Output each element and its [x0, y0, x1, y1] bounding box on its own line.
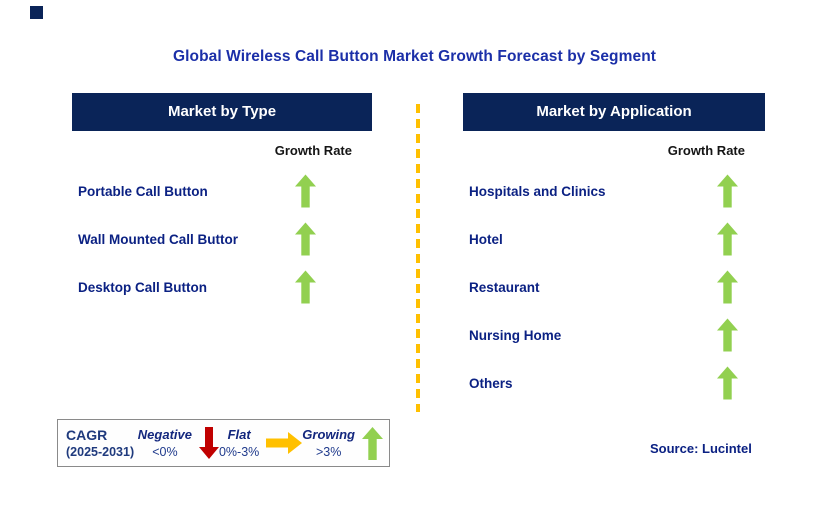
segment-label: Wall Mounted Call Buttor — [78, 231, 238, 247]
segment-row: Portable Call Button — [78, 167, 372, 215]
source-credit: Source: Lucintel — [650, 441, 752, 456]
cagr-label: CAGR — [66, 427, 108, 443]
segment-label: Restaurant — [469, 279, 540, 295]
market-by-application-panel: Market by Application Growth Rate Hospit… — [463, 93, 765, 400]
market-by-type-header: Market by Type — [72, 93, 372, 131]
up-arrow-icon — [362, 426, 383, 460]
legend-text: Negative <0% — [138, 427, 192, 459]
legend-entry: Growing >3% — [302, 426, 383, 460]
growth-up-arrow-icon — [717, 222, 738, 256]
type-segment-list: Portable Call Button Wall Mounted Call Bu… — [78, 167, 372, 311]
growth-rate-label: Growth Rate — [274, 143, 352, 158]
market-by-type-panel: Market by Type Growth Rate Portable Call… — [72, 93, 372, 304]
corner-mark — [30, 6, 43, 19]
segment-label: Nursing Home — [469, 327, 562, 343]
legend-label: Growing — [302, 427, 355, 442]
segment-row: Desktop Call Button — [78, 263, 372, 311]
legend-text: Flat 0%-3% — [219, 427, 259, 459]
legend-entry: Negative <0% — [138, 427, 219, 459]
segment-row: Nursing Home — [469, 311, 765, 359]
segment-label: Hospitals and Clinics — [469, 183, 606, 199]
growth-up-arrow-icon — [295, 174, 316, 208]
dashed-divider — [416, 104, 420, 412]
cagr-label-block: CAGR (2025-2031) — [66, 427, 138, 459]
right-arrow-icon — [266, 432, 303, 454]
segment-label: Hotel — [469, 231, 503, 247]
market-by-application-header: Market by Application — [463, 93, 765, 131]
segment-label: Others — [469, 375, 513, 391]
segment-row: Hotel — [469, 215, 765, 263]
segment-label: Desktop Call Button — [78, 279, 208, 295]
segment-row: Wall Mounted Call Buttor — [78, 215, 372, 263]
segment-row: Others — [469, 359, 765, 407]
growth-up-arrow-icon — [717, 270, 738, 304]
segment-label: Portable Call Button — [78, 183, 208, 199]
application-segment-list: Hospitals and Clinics Hotel Restaurant Nurs… — [469, 167, 765, 407]
growth-up-arrow-icon — [717, 174, 738, 208]
segment-row: Restaurant — [469, 263, 765, 311]
legend-label: Flat — [227, 427, 251, 442]
legend-entry: Flat 0%-3% — [219, 427, 303, 459]
segment-row: Hospitals and Clinics — [469, 167, 765, 215]
growth-up-arrow-icon — [717, 318, 738, 352]
growth-rate-label: Growth Rate — [667, 143, 745, 158]
growth-up-arrow-icon — [717, 366, 738, 400]
legend-label: Negative — [137, 427, 192, 442]
cagr-period: (2025-2031) — [66, 445, 135, 459]
legend-text: Growing >3% — [302, 427, 355, 459]
growth-up-arrow-icon — [295, 270, 316, 304]
legend-range: >3% — [315, 445, 342, 459]
cagr-legend: CAGR (2025-2031) Negative <0% Flat 0%-3% Gro… — [57, 419, 390, 467]
legend-range: <0% — [152, 445, 178, 459]
growth-up-arrow-icon — [295, 222, 316, 256]
down-arrow-icon — [198, 427, 219, 459]
legend-entries: Negative <0% Flat 0%-3% Growing >3% — [138, 426, 389, 460]
legend-range: 0%-3% — [218, 445, 260, 459]
chart-title: Global Wireless Call Button Market Growt… — [172, 48, 657, 65]
